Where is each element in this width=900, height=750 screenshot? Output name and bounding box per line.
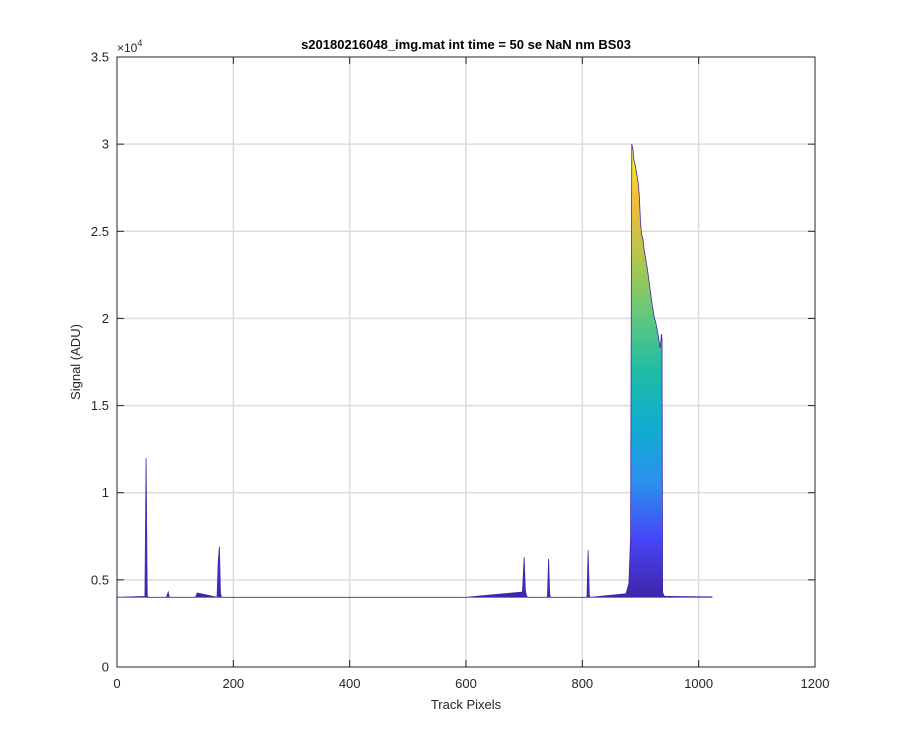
y-tick-label: 3.5: [91, 50, 109, 65]
x-tick-label: 400: [339, 676, 361, 691]
y-tick-label: 0: [102, 660, 109, 675]
x-axis-title: Track Pixels: [431, 697, 502, 712]
x-tick-label: 0: [113, 676, 120, 691]
x-tick-label: 1000: [684, 676, 713, 691]
y-axis: 0 0.5 1 1.5 2 2.5 3 3.5: [91, 50, 815, 675]
x-tick-label: 1200: [801, 676, 830, 691]
y-axis-title: Signal (ADU): [68, 324, 83, 400]
signal-area: [116, 144, 713, 598]
y-tick-label: 0.5: [91, 572, 109, 587]
y-exponent-label: ×104: [117, 38, 142, 55]
y-tick-label: 2: [102, 311, 109, 326]
y-exponent-base: ×10: [117, 41, 138, 55]
y-tick-label: 1.5: [91, 398, 109, 413]
x-tick-label: 200: [222, 676, 244, 691]
x-tick-label: 600: [455, 676, 477, 691]
grid-lines: [117, 57, 815, 667]
chart-title: s20180216048_img.mat int time = 50 se Na…: [301, 37, 631, 52]
y-tick-label: 3: [102, 137, 109, 152]
x-axis: 0 200 400 600 800 1000 1200: [113, 57, 829, 691]
y-tick-label: 2.5: [91, 224, 109, 239]
y-tick-label: 1: [102, 485, 109, 500]
y-exponent-power: 4: [137, 38, 142, 48]
x-tick-label: 800: [571, 676, 593, 691]
